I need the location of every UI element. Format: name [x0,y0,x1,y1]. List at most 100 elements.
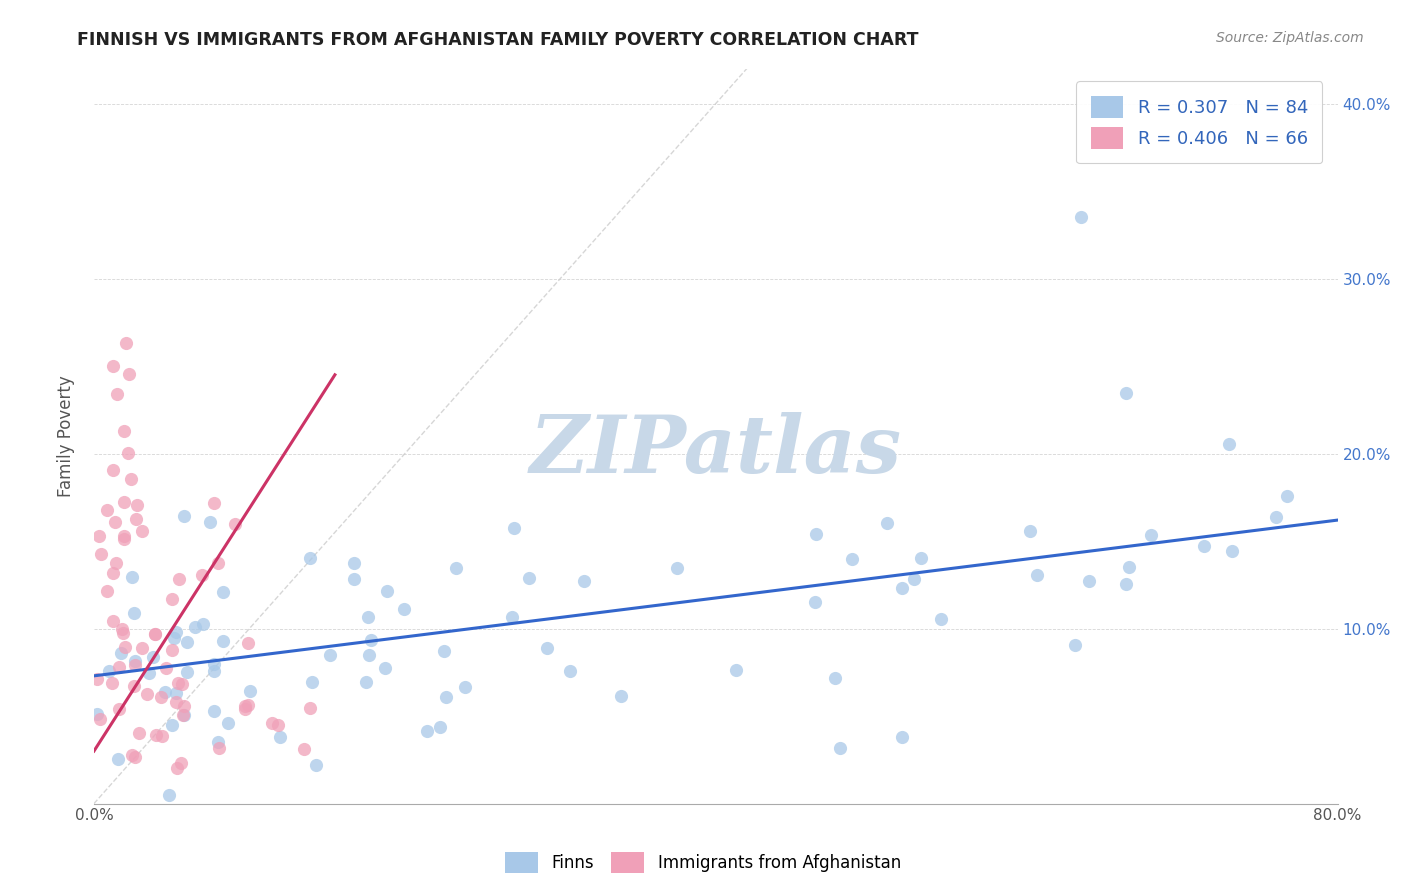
Point [501,610,523,624]
Point [167,676,190,690]
Text: Source: ZipAtlas.com: Source: ZipAtlas.com [1216,31,1364,45]
Point [176,665,198,679]
Point [184,620,207,634]
Point [392,602,415,616]
Point [111,622,134,636]
Point [891,730,914,744]
Point [374,660,396,674]
Point [434,690,457,705]
Point [416,724,439,739]
Point [806,526,828,541]
Point [90,547,112,561]
Point [170,756,193,770]
Point [876,516,898,531]
Point [107,701,129,715]
Point [86,707,108,722]
Point [96,503,118,517]
Point [86,672,108,686]
Y-axis label: Family Poverty: Family Poverty [58,376,75,497]
Point [191,617,214,632]
Point [166,761,188,775]
Point [124,658,146,673]
Point [112,529,135,543]
Point [267,717,290,731]
Point [190,567,212,582]
Point [135,687,157,701]
Point [114,336,136,351]
Point [155,685,177,699]
Point [172,677,194,691]
Point [301,675,323,690]
Point [143,627,166,641]
Point [1070,211,1092,225]
Text: FINNISH VS IMMIGRANTS FROM AFGHANISTAN FAMILY POVERTY CORRELATION CHART: FINNISH VS IMMIGRANTS FROM AFGHANISTAN F… [77,31,920,49]
Point [157,788,180,802]
Point [124,606,146,620]
Point [208,740,231,755]
Point [101,359,124,374]
Point [610,690,633,704]
Point [143,627,166,641]
Point [138,666,160,681]
Point [112,495,135,509]
Point [235,699,257,714]
Point [318,648,340,662]
Point [1115,576,1137,591]
Point [725,663,748,677]
Point [238,636,260,650]
Point [202,664,225,678]
Point [142,649,165,664]
Point [97,664,120,678]
Legend: R = 0.307   N = 84, R = 0.406   N = 66: R = 0.307 N = 84, R = 0.406 N = 66 [1076,81,1323,163]
Point [517,571,540,585]
Point [198,515,221,529]
Point [207,556,229,570]
Point [155,661,177,675]
Point [1063,638,1085,652]
Point [108,660,131,674]
Point [1018,524,1040,538]
Point [572,574,595,588]
Point [292,741,315,756]
Point [167,572,190,586]
Point [1118,559,1140,574]
Point [131,640,153,655]
Point [212,585,235,599]
Point [903,572,925,586]
Point [929,612,952,626]
Point [105,386,128,401]
Point [112,424,135,438]
Text: ZIPatlas: ZIPatlas [530,412,901,490]
Point [236,698,259,712]
Point [110,646,132,660]
Point [666,560,689,574]
Point [560,664,582,678]
Point [217,715,239,730]
Point [269,730,291,744]
Point [1218,437,1240,451]
Point [359,648,381,663]
Point [160,643,183,657]
Point [173,508,195,523]
Point [360,633,382,648]
Point [207,735,229,749]
Point [1194,539,1216,553]
Point [101,463,124,477]
Point [149,690,172,704]
Point [375,583,398,598]
Point [202,705,225,719]
Point [173,699,195,714]
Point [429,720,451,734]
Point [104,516,127,530]
Point [104,557,127,571]
Point [1115,386,1137,401]
Point [1025,567,1047,582]
Point [107,752,129,766]
Point [165,624,187,639]
Point [111,626,134,640]
Point [305,757,328,772]
Point [1077,574,1099,588]
Point [145,728,167,742]
Point [165,695,187,709]
Point [118,367,141,381]
